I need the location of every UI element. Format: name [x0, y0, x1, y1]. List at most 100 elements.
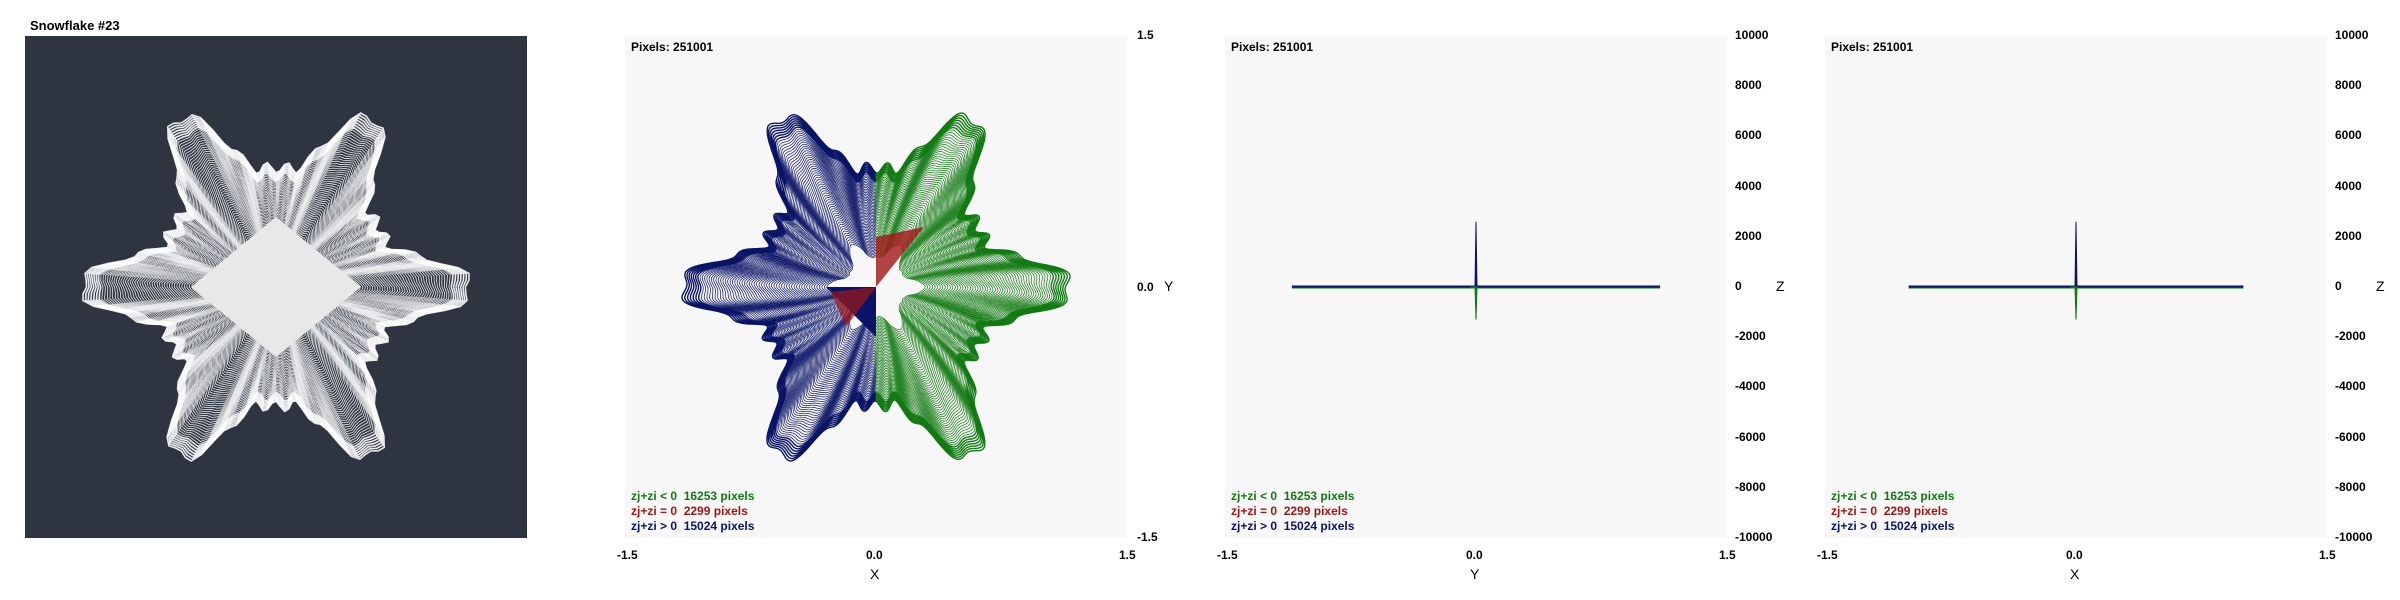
fractal-contour [111, 139, 441, 435]
fractal-contour [875, 122, 1060, 288]
fractal-contour [122, 150, 430, 424]
z-axis-label: Z [2376, 278, 2385, 294]
fractal-contour [816, 235, 876, 288]
fractal-contour [875, 286, 1004, 400]
fractal-contour [788, 210, 877, 288]
x-tick-label: 0.0 [866, 548, 883, 562]
fractal-contour [875, 286, 984, 382]
fractal-contour [875, 192, 986, 288]
z-tick-label: 10000 [2335, 28, 2369, 42]
fractal-contour [811, 230, 876, 288]
fractal-contour [803, 223, 877, 287]
fractal-contour [875, 286, 974, 373]
legend-count: 2299 pixels [1883, 504, 1948, 518]
fractal-contour [106, 135, 446, 439]
x-tick-label: 0.0 [1466, 548, 1483, 562]
fractal-contour [875, 286, 1035, 428]
fractal-contour [716, 286, 877, 431]
fractal-contour [875, 287, 946, 348]
fractal-contour [875, 287, 1062, 454]
fractal-contour [711, 286, 877, 435]
legend-item-negative: zj+zi < 0 16253 pixels [1231, 489, 1354, 504]
fractal-contour [743, 286, 877, 403]
fractal-contour [763, 188, 877, 288]
fractal-contour [875, 175, 1004, 288]
pixel-count-label: Pixels: 251001 [1831, 40, 1914, 54]
x-tick-label: 1.5 [2319, 548, 2336, 562]
fractal-contour [875, 119, 1063, 288]
projection-marks [1908, 221, 2244, 320]
fractal-contour [776, 199, 877, 288]
fractal-contour [136, 163, 416, 411]
legend-count: 2299 pixels [683, 504, 748, 518]
fractal-contour [875, 286, 944, 346]
legend-count: 16253 pixels [1283, 489, 1355, 503]
fractal-contour [148, 174, 404, 400]
fractal-contour [124, 153, 428, 421]
x-tick-label: -1.5 [1817, 548, 1838, 562]
fractal-contour [134, 161, 418, 413]
legend-item-positive: zj+zi > 0 15024 pixels [631, 519, 754, 534]
fractal-contour [876, 286, 941, 344]
fractal-contour [701, 131, 877, 288]
fractal-contour [875, 286, 1023, 418]
fractal-contour [752, 286, 877, 394]
fractal-contour [875, 169, 1011, 288]
fractal-contour [875, 287, 959, 359]
fractal-contour [762, 286, 877, 386]
z-tick-label: -4000 [1735, 379, 1766, 394]
legend-label: zj+zi > 0 [1231, 519, 1278, 533]
fractal-contour [875, 198, 978, 288]
fractal-contour [729, 286, 877, 416]
snowflake-render-panel [25, 36, 527, 538]
legend-label: zj+zi < 0 [1831, 489, 1878, 503]
fractal-contour [875, 213, 961, 288]
x-tick-label: 0.0 [2066, 548, 2083, 562]
fractal-contour [875, 286, 1013, 409]
fractal-contour [117, 146, 435, 428]
fractal-contour [875, 286, 969, 368]
fractal-contour [692, 286, 877, 452]
z-tick-label: 8000 [2335, 78, 2362, 93]
legend-item-positive: zj+zi > 0 15024 pixels [1831, 519, 1954, 534]
fractal-contour [875, 287, 949, 351]
legend: zj+zi < 0 16253 pixels zj+zi = 0 2299 pi… [1831, 489, 1954, 534]
fractal-contour [92, 121, 460, 453]
fractal-contour [773, 197, 877, 288]
fractal-contour [188, 210, 364, 364]
fractal-contour [704, 133, 877, 288]
fractal-contour [84, 114, 468, 460]
fractal-contour [156, 181, 396, 393]
fractal-contour [131, 159, 421, 415]
xy-projection-svg [681, 112, 1071, 462]
spike-negative [2070, 286, 2078, 320]
fractal-contour [875, 286, 1057, 450]
z-tick-label: 0 [1735, 279, 1742, 293]
fractal-contour [151, 176, 401, 398]
xz-projection-panel: Pixels: 251001 zj+zi < 0 16253 pixels zj… [1825, 36, 2327, 538]
z-tick-label: 8000 [1735, 78, 1762, 93]
fractal-contour [750, 286, 877, 397]
fractal-contour [734, 161, 877, 288]
fractal-contour [127, 155, 425, 419]
y-axis-label: Y [1164, 278, 1174, 294]
fractal-contour [769, 286, 877, 380]
fractal-contour [708, 137, 877, 288]
fractal-contour [875, 286, 951, 353]
fractal-contour [87, 116, 465, 458]
fractal-contour [688, 118, 877, 288]
x-tick-label: -1.5 [1217, 548, 1238, 562]
fractal-contour [720, 286, 877, 426]
fractal-contour [875, 286, 1025, 420]
fractal-contour [701, 286, 877, 445]
fractal-contour [876, 286, 926, 331]
z-tick-label: 4000 [2335, 178, 2362, 193]
x-tick-label: 1.5 [1119, 548, 1136, 562]
fractal-contour [741, 286, 877, 405]
fractal-contour [684, 113, 877, 288]
fractal-contour [786, 286, 877, 365]
fractal-contour [818, 237, 876, 288]
fractal-contour [875, 196, 981, 288]
fractal-contour [875, 207, 969, 288]
fractal-contour [801, 221, 877, 288]
